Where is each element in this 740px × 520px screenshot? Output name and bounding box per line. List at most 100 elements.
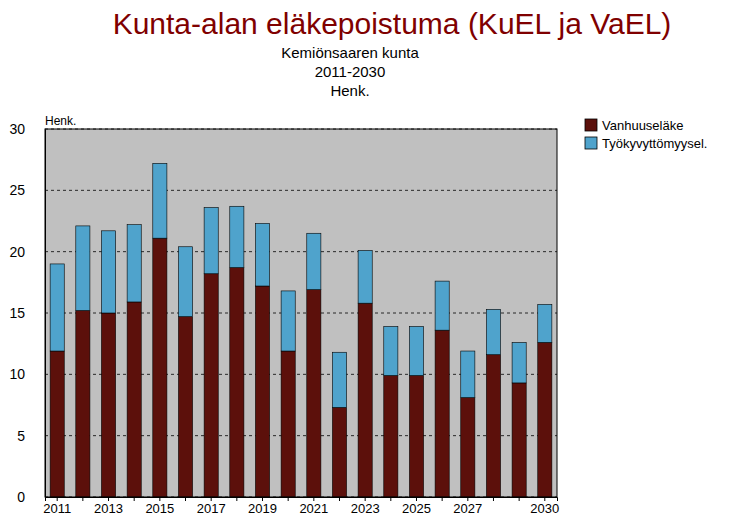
- bar: [512, 383, 526, 497]
- x-tick: [185, 497, 186, 501]
- x-tick-label: 2025: [402, 501, 431, 516]
- x-tick: 2027: [453, 497, 482, 516]
- bar: [512, 342, 526, 382]
- bar: [435, 281, 449, 330]
- x-tick: [442, 497, 443, 501]
- x-tick-label: 2017: [197, 501, 226, 516]
- legend-swatch: [585, 137, 597, 149]
- y-axis-line: [45, 130, 46, 498]
- x-tick: [390, 497, 391, 501]
- bar: [153, 238, 167, 497]
- bar: [101, 313, 115, 497]
- grid-line: [45, 190, 557, 191]
- x-axis: 2011 2013 2015 2017 2019 2021 2023 2025 2027 2030: [43, 497, 559, 516]
- x-tick: [339, 497, 340, 501]
- bar: [307, 290, 321, 497]
- y-tick: 10: [9, 366, 45, 382]
- bar: [127, 302, 141, 497]
- plot-background: [45, 129, 557, 497]
- plot-frame: [45, 129, 557, 497]
- y-tick-label: 5: [17, 428, 25, 444]
- legend: VanhuuseläkeTyökyvyttömyysel.: [585, 118, 707, 151]
- bar: [230, 206, 244, 267]
- x-tick-mark: [82, 497, 83, 501]
- bars: [50, 163, 552, 497]
- x-tick: [134, 497, 135, 501]
- x-tick: 2023: [351, 497, 380, 516]
- x-tick: 2030: [530, 497, 559, 516]
- bar: [384, 376, 398, 497]
- subtitle: Kemiönsaaren kunta: [281, 44, 419, 61]
- bar: [409, 326, 423, 375]
- x-tick: [82, 497, 83, 501]
- x-tick-mark: [442, 497, 443, 501]
- y-tick: 30: [9, 121, 45, 137]
- x-tick: [236, 497, 237, 501]
- bar: [281, 291, 295, 351]
- bar: [486, 355, 500, 497]
- x-tick-mark: [339, 497, 340, 501]
- bar: [332, 407, 346, 497]
- bar: [281, 351, 295, 497]
- x-tick-mark: [236, 497, 237, 501]
- legend-label: Työkyvyttömyysel.: [602, 136, 707, 151]
- y-axis: 0 5 10 15 20 25 30: [9, 121, 45, 505]
- x-tick-label: 2027: [453, 501, 482, 516]
- y-tick: 0: [17, 489, 45, 505]
- x-tick-mark: [185, 497, 186, 501]
- bar: [76, 226, 90, 311]
- y-tick-label: 10: [9, 366, 25, 382]
- x-tick-label: 2023: [351, 501, 380, 516]
- x-tick: [288, 497, 289, 501]
- bar: [255, 223, 269, 286]
- bar: [178, 317, 192, 497]
- bar: [384, 326, 398, 375]
- y-tick: 25: [9, 182, 45, 198]
- x-tick: [519, 497, 520, 501]
- x-tick: 2021: [299, 497, 328, 516]
- bar: [178, 247, 192, 317]
- legend-swatch: [585, 119, 597, 131]
- y-axis-label: Henk.: [45, 114, 76, 128]
- bar: [538, 304, 552, 342]
- x-tick: 2015: [145, 497, 174, 516]
- grid-line: [45, 251, 557, 252]
- bar: [435, 330, 449, 497]
- subtitle: 2011-2030: [315, 63, 386, 80]
- bar: [101, 231, 115, 313]
- x-tick: 2011: [43, 497, 71, 516]
- bar: [461, 351, 475, 398]
- x-tick-label: 2030: [530, 501, 559, 516]
- bar: [153, 163, 167, 238]
- bar: [332, 352, 346, 407]
- y-tick-label: 25: [9, 182, 25, 198]
- x-tick-mark: [519, 497, 520, 501]
- bar: [127, 225, 141, 302]
- y-tick-label: 30: [9, 121, 25, 137]
- y-tick-label: 15: [9, 305, 25, 321]
- chart: Kunta-alan eläkepoistuma (KuEL ja VaEL) K…: [0, 0, 740, 520]
- y-tick: 20: [9, 244, 45, 260]
- x-tick-label: 2019: [248, 501, 277, 516]
- x-tick: [493, 497, 494, 501]
- x-tick-mark: [493, 497, 494, 501]
- bar: [461, 398, 475, 497]
- bar: [358, 303, 372, 497]
- grid-line: [45, 313, 557, 314]
- bar: [50, 351, 64, 497]
- subtitle: Henk.: [330, 82, 369, 99]
- y-tick: 5: [17, 428, 45, 444]
- bar: [358, 250, 372, 303]
- title: Kunta-alan eläkepoistuma (KuEL ja VaEL): [113, 7, 672, 40]
- grid-line: [45, 435, 557, 436]
- bar: [409, 376, 423, 497]
- bar: [50, 264, 64, 351]
- bar: [76, 311, 90, 497]
- bar: [230, 268, 244, 497]
- y-tick-label: 0: [17, 489, 25, 505]
- grid-line: [45, 374, 557, 375]
- x-tick-mark: [134, 497, 135, 501]
- bar: [486, 309, 500, 354]
- x-tick: 2013: [94, 497, 123, 516]
- y-tick: 15: [9, 305, 45, 321]
